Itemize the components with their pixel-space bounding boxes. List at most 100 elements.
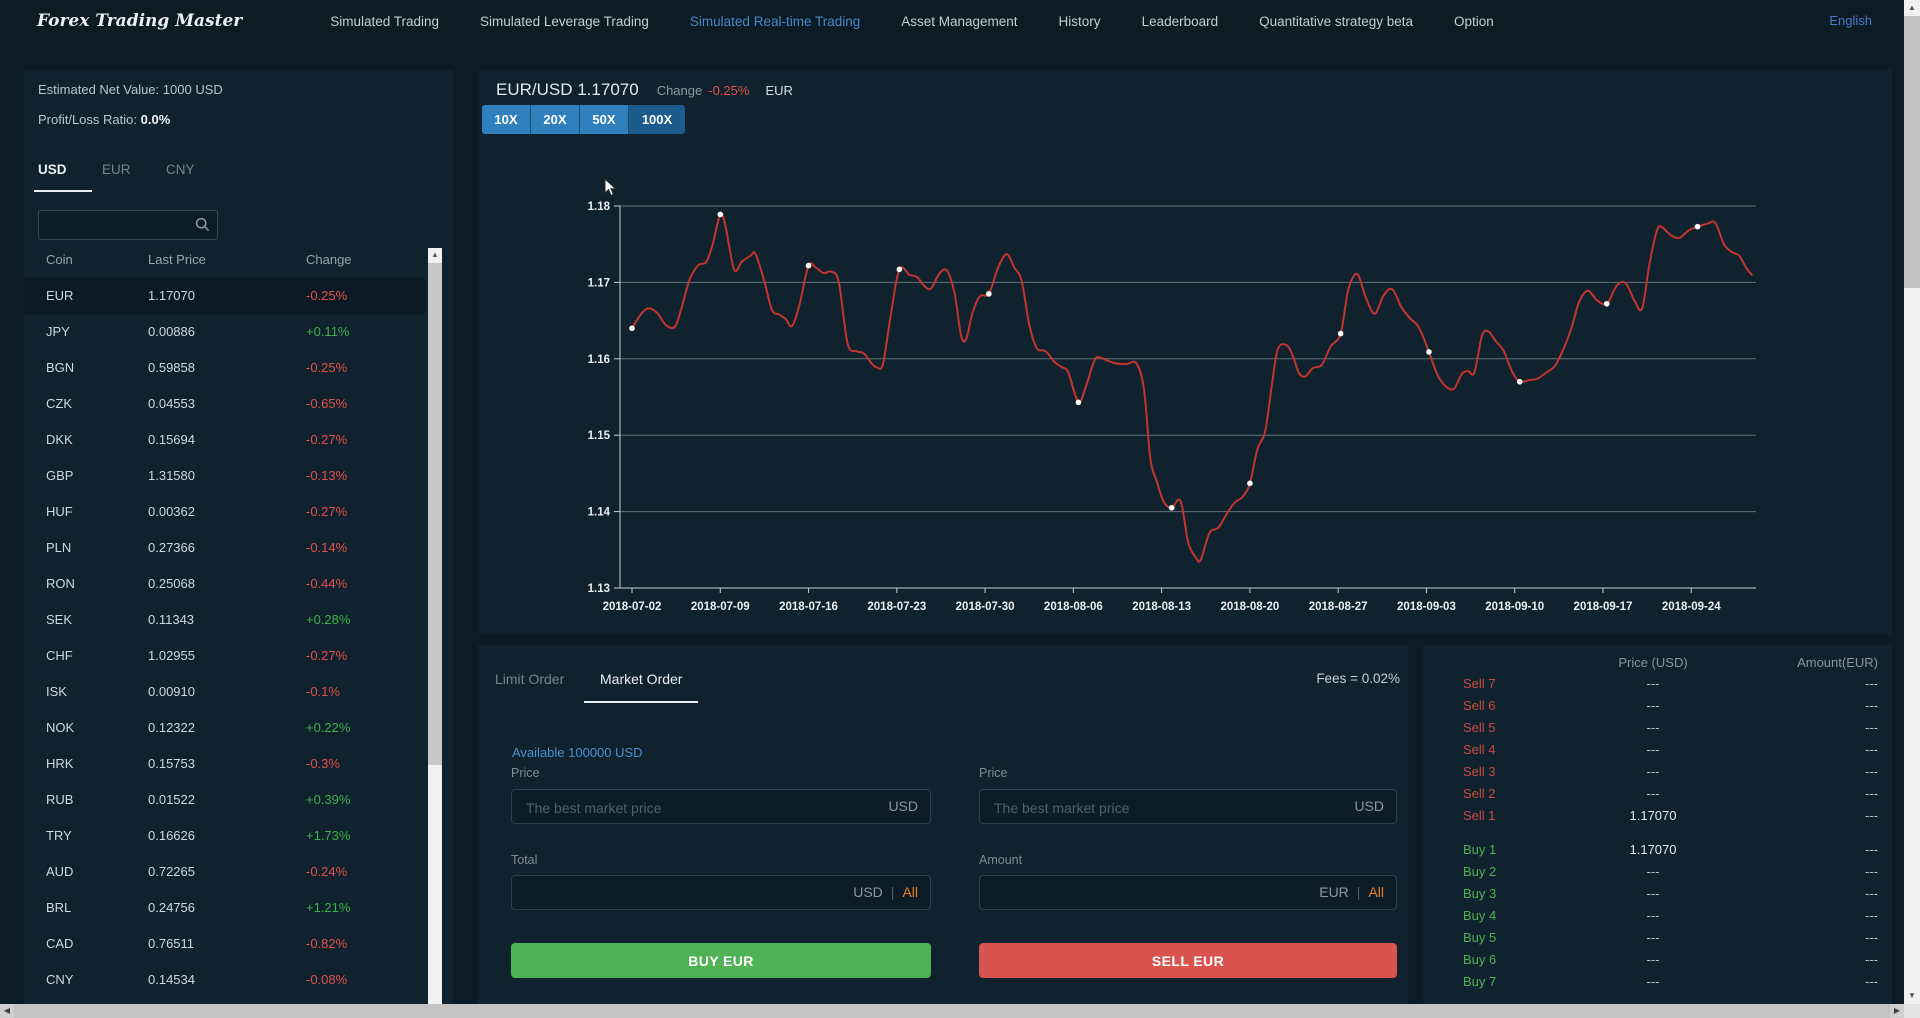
scroll-up-icon[interactable]: ▲ [1908, 3, 1916, 12]
currency-row-chf[interactable]: CHF 1.02955 -0.27% [24, 638, 426, 674]
scroll-left-icon[interactable]: ◀ [3, 1006, 11, 1015]
currency-row-huf[interactable]: HUF 0.00362 -0.27% [24, 494, 426, 530]
tab-market-order[interactable]: Market Order [600, 671, 683, 687]
coin-name: JPY [46, 324, 70, 339]
amount-input[interactable] [992, 880, 1246, 907]
currency-row-nok[interactable]: NOK 0.12322 +0.22% [24, 710, 426, 746]
vertical-scroll-thumb[interactable] [1904, 16, 1920, 288]
currency-row-bgn[interactable]: BGN 0.59858 -0.25% [24, 350, 426, 386]
svg-text:2018-08-20: 2018-08-20 [1220, 601, 1279, 613]
svg-text:2018-07-02: 2018-07-02 [603, 601, 662, 613]
nav-item-history[interactable]: History [1058, 13, 1101, 29]
tab-limit-order[interactable]: Limit Order [495, 671, 565, 687]
coin-change: -0.27% [306, 504, 348, 519]
chart-panel: EUR/USD 1.17070 Change -0.25% EUR 10X 20X… [478, 70, 1892, 634]
currency-row-dkk[interactable]: DKK 0.15694 -0.27% [24, 422, 426, 458]
coin-price: 0.00886 [148, 324, 195, 339]
sidebar-scrollbar[interactable]: ▲ [428, 248, 442, 1018]
coin-name: NOK [46, 720, 75, 735]
sidebar-panel: Estimated Net Value: 1000 USD Profit/Los… [24, 70, 453, 1018]
svg-text:1.14: 1.14 [588, 507, 611, 519]
top-nav: Forex Trading Master Simulated Trading Si… [0, 0, 1920, 42]
currency-row-brl[interactable]: BRL 0.24756 +1.21% [24, 890, 426, 926]
leverage-10x[interactable]: 10X [482, 105, 531, 134]
orderbook-row-sell-3[interactable]: Sell 3 --- --- [1423, 761, 1892, 783]
currency-row-isk[interactable]: ISK 0.00910 -0.1% [24, 674, 426, 710]
amount-unit: EUR | All [1319, 884, 1384, 900]
orderbook-amount-header: Amount(EUR) [1797, 655, 1878, 670]
language-switch[interactable]: English [1829, 13, 1872, 28]
coin-change: -0.13% [306, 468, 348, 483]
currency-row-pln[interactable]: PLN 0.27366 -0.14% [24, 530, 426, 566]
orderbook-row-buy-6[interactable]: Buy 6 --- --- [1423, 949, 1892, 971]
coin-price: 0.16626 [148, 828, 195, 843]
tab-usd[interactable]: USD [38, 162, 67, 177]
nav-item-asset-management[interactable]: Asset Management [901, 13, 1018, 29]
currency-row-ron[interactable]: RON 0.25068 -0.44% [24, 566, 426, 602]
currency-row-czk[interactable]: CZK 0.04553 -0.65% [24, 386, 426, 422]
currency-row-cny[interactable]: CNY 0.14534 -0.08% [24, 962, 426, 998]
total-all-link[interactable]: All [902, 884, 918, 900]
horizontal-scrollbar[interactable]: ◀ ▶ [0, 1004, 1904, 1018]
currency-row-cad[interactable]: CAD 0.76511 -0.82% [24, 926, 426, 962]
scroll-down-icon[interactable]: ▼ [1908, 991, 1916, 1000]
tab-cny[interactable]: CNY [166, 162, 195, 177]
horizontal-scroll-thumb[interactable] [14, 1004, 1890, 1018]
scroll-up-icon[interactable]: ▲ [431, 250, 439, 259]
orderbook-row-buy-7[interactable]: Buy 7 --- --- [1423, 971, 1892, 993]
orderbook-row-sell-7[interactable]: Sell 7 --- --- [1423, 673, 1892, 695]
orderbook-row-buy-2[interactable]: Buy 2 --- --- [1423, 861, 1892, 883]
buy-price-input[interactable] [524, 794, 778, 821]
level-price: --- [1646, 908, 1660, 923]
nav-item-option[interactable]: Option [1453, 13, 1494, 29]
amount-all-link[interactable]: All [1368, 884, 1384, 900]
currency-row-sek[interactable]: SEK 0.11343 +0.28% [24, 602, 426, 638]
orderbook-row-sell-4[interactable]: Sell 4 --- --- [1423, 739, 1892, 761]
level-amount: --- [1865, 864, 1878, 879]
currency-row-gbp[interactable]: GBP 1.31580 -0.13% [24, 458, 426, 494]
coin-change: -0.1% [306, 684, 340, 699]
svg-text:1.13: 1.13 [588, 583, 610, 595]
orderbook-row-sell-6[interactable]: Sell 6 --- --- [1423, 695, 1892, 717]
currency-row-jpy[interactable]: JPY 0.00886 +0.11% [24, 314, 426, 350]
total-input[interactable] [524, 880, 778, 907]
svg-text:2018-07-23: 2018-07-23 [867, 601, 926, 613]
currency-row-rub[interactable]: RUB 0.01522 +0.39% [24, 782, 426, 818]
coin-price: 0.15694 [148, 432, 195, 447]
nav-item-simulated-leverage-trading[interactable]: Simulated Leverage Trading [480, 13, 649, 29]
level-label: Sell 2 [1463, 786, 1496, 801]
leverage-50x[interactable]: 50X [580, 105, 629, 134]
amount-label: Amount [979, 853, 1023, 867]
coin-price: 0.72265 [148, 864, 195, 879]
nav-item-quantitative-strategy-beta[interactable]: Quantitative strategy beta [1259, 13, 1413, 29]
leverage-100x[interactable]: 100X [629, 105, 685, 134]
nav-item-simulated-real-time-trading[interactable]: Simulated Real-time Trading [689, 13, 861, 29]
orderbook-row-buy-3[interactable]: Buy 3 --- --- [1423, 883, 1892, 905]
nav-item-leaderboard[interactable]: Leaderboard [1141, 13, 1219, 29]
coin-price: 0.12322 [148, 720, 195, 735]
currency-row-hrk[interactable]: HRK 0.15753 -0.3% [24, 746, 426, 782]
currency-row-aud[interactable]: AUD 0.72265 -0.24% [24, 854, 426, 890]
leverage-20x[interactable]: 20X [531, 105, 580, 134]
search-input[interactable] [47, 213, 191, 237]
currency-row-try[interactable]: TRY 0.16626 +1.73% [24, 818, 426, 854]
currency-row-eur[interactable]: EUR 1.17070 -0.25% [24, 278, 426, 314]
sidebar-scroll-thumb[interactable] [428, 263, 442, 765]
sell-price-input[interactable] [992, 794, 1246, 821]
orderbook-row-sell-2[interactable]: Sell 2 --- --- [1423, 783, 1892, 805]
leverage-selector: 10X 20X 50X 100X [482, 105, 685, 134]
orderbook-row-sell-1[interactable]: Sell 1 1.17070 --- [1423, 805, 1892, 827]
level-label: Sell 4 [1463, 742, 1496, 757]
buy-price-label: Price [511, 766, 540, 780]
nav-item-simulated-trading[interactable]: Simulated Trading [330, 13, 440, 29]
buy-button[interactable]: BUY EUR [511, 943, 931, 978]
vertical-scrollbar[interactable]: ▲ ▼ [1904, 0, 1920, 1004]
sell-button[interactable]: SELL EUR [979, 943, 1397, 978]
coin-name: SEK [46, 612, 73, 627]
orderbook-row-sell-5[interactable]: Sell 5 --- --- [1423, 717, 1892, 739]
orderbook-row-buy-5[interactable]: Buy 5 --- --- [1423, 927, 1892, 949]
orderbook-row-buy-1[interactable]: Buy 1 1.17070 --- [1423, 839, 1892, 861]
tab-eur[interactable]: EUR [102, 162, 131, 177]
scroll-right-icon[interactable]: ▶ [1893, 1006, 1901, 1015]
orderbook-row-buy-4[interactable]: Buy 4 --- --- [1423, 905, 1892, 927]
